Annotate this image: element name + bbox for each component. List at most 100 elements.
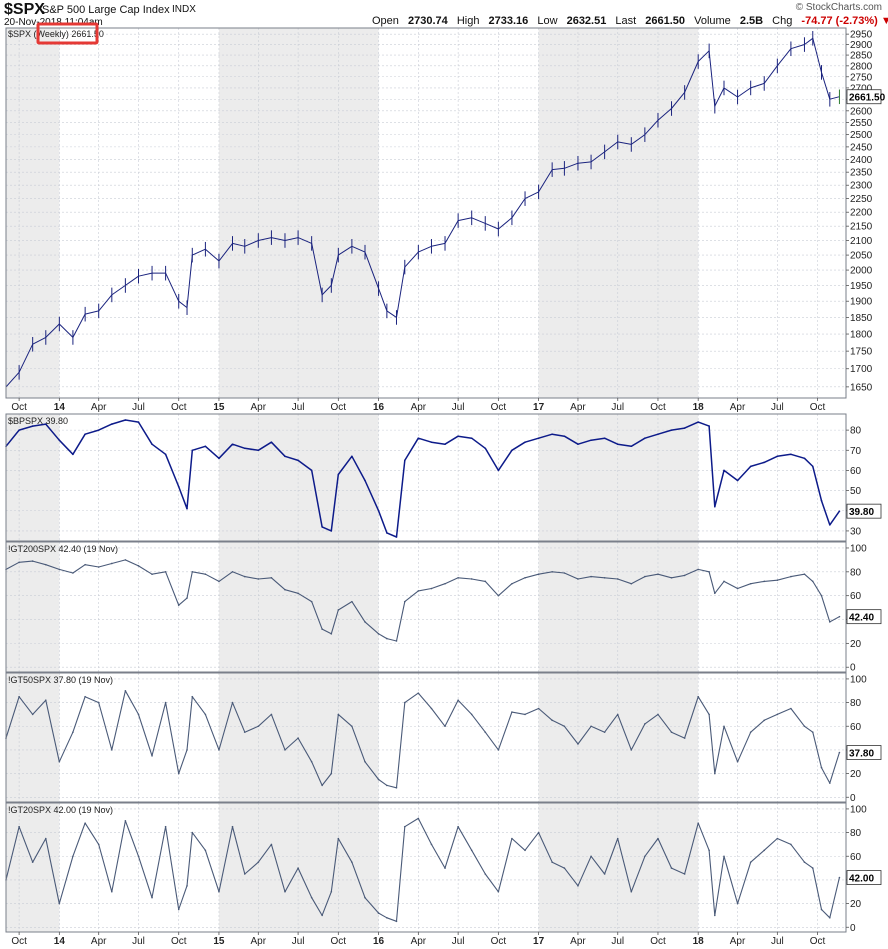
bp-point	[395, 536, 398, 538]
bp-point	[310, 469, 313, 472]
y-tick-label: 2150	[850, 222, 873, 233]
bp-point	[616, 443, 619, 446]
gt200-point	[577, 578, 579, 580]
last-value-label: 37.80	[849, 749, 874, 760]
gt20-point	[204, 849, 207, 852]
gt50-point	[736, 760, 739, 763]
gt20-point	[697, 822, 700, 824]
gt20-point	[603, 873, 606, 875]
gt200-point	[297, 592, 299, 595]
gt20-point	[524, 849, 526, 852]
panel-titles: $SPX (Weekly) 2661.50 $BPSPX 39.80 !GT200S…	[8, 22, 118, 815]
gt50-point	[616, 713, 619, 716]
y-tick-label: 2950	[850, 30, 873, 41]
gt50-point	[511, 711, 513, 713]
bp-point	[386, 532, 388, 534]
gt200-point	[111, 562, 113, 565]
gt20-point	[84, 822, 86, 824]
gt200-point	[497, 594, 500, 597]
gt20-point	[58, 902, 61, 905]
y-tick-label: 2250	[850, 194, 873, 205]
gt200-point	[644, 575, 646, 578]
gt20-point	[31, 861, 34, 863]
chart-header: $SPX S&P 500 Large Cap Index INDX 20-Nov…	[0, 0, 888, 30]
gt200-point	[177, 604, 180, 607]
bp-point	[284, 455, 286, 458]
x-tick-label: Jul	[771, 936, 784, 947]
gt200-point	[616, 578, 619, 580]
gt50-point	[337, 713, 340, 716]
gt50-point	[297, 737, 299, 739]
x-tick-label: Jul	[611, 402, 624, 413]
bp-point	[444, 443, 446, 446]
last-value-tag	[846, 609, 882, 625]
gt20-point	[395, 920, 398, 923]
panel-background	[6, 803, 846, 932]
y-tick-label: 2500	[850, 130, 873, 141]
gt50-point	[524, 713, 526, 716]
gt20-point	[657, 837, 659, 840]
x-tick-label: Jul	[132, 402, 145, 413]
gt200-point	[417, 590, 420, 592]
gt50-point	[714, 772, 716, 775]
gt50-point	[84, 695, 86, 698]
bp-point	[829, 524, 831, 526]
y-axes: 1650170017501800185019001950200020502100…	[846, 30, 886, 934]
gt200-point	[84, 563, 86, 566]
panel-background	[6, 542, 846, 672]
bp-point	[72, 453, 74, 456]
bp-point	[497, 469, 500, 472]
panel-frames	[5, 27, 847, 933]
year-shade	[218, 414, 379, 541]
panel-frame	[5, 541, 847, 673]
bp-point	[321, 526, 323, 528]
symbol-label[interactable]: $SPX	[4, 1, 45, 18]
gt20-point	[577, 885, 579, 887]
gt200-point	[337, 609, 340, 611]
highlight-box-weekly	[36, 22, 99, 45]
gt200-point	[330, 633, 333, 635]
year-shade	[6, 414, 60, 541]
gt20-point	[708, 849, 710, 852]
bp-point	[763, 461, 766, 464]
x-tick-label: Apr	[91, 402, 107, 413]
bp-point	[351, 455, 353, 458]
y-tick-label: 80	[850, 828, 862, 839]
x-tick-label: Jul	[771, 402, 784, 413]
gt50-point	[697, 695, 700, 698]
bp-point	[603, 437, 606, 439]
bp-point	[330, 530, 333, 532]
year-shade	[6, 542, 60, 672]
year-shade	[538, 673, 699, 802]
x-tick-label: 15	[213, 402, 225, 413]
y-tick-label: 1650	[850, 382, 873, 393]
gt200-point	[137, 565, 140, 567]
gt50-point	[444, 725, 446, 728]
gt200-point	[484, 580, 487, 583]
bp-point	[537, 437, 540, 439]
bp-point	[231, 443, 234, 446]
gt50-point	[124, 689, 127, 692]
bp-point	[484, 447, 487, 450]
gt50-point	[58, 760, 61, 763]
gt200-point	[151, 573, 153, 576]
gt200-point	[763, 580, 766, 583]
gt200-point	[321, 628, 323, 630]
bp-point	[417, 437, 420, 439]
x-tick-label: Oct	[810, 936, 826, 947]
y-tick-label: 2050	[850, 251, 873, 262]
year-shade	[538, 542, 699, 672]
bp-point	[736, 479, 739, 482]
gt20-point	[811, 867, 814, 869]
gt50-point	[763, 719, 766, 722]
bp-point	[124, 419, 127, 421]
y-tick-label: 80	[850, 426, 862, 437]
gt50-point	[395, 786, 398, 789]
gt20-point	[186, 885, 188, 887]
gt50-point	[829, 782, 831, 784]
gt50-point	[803, 725, 806, 728]
y-tick-label: 2550	[850, 118, 873, 129]
gt200-point	[683, 574, 686, 577]
x-tick-label: Apr	[411, 402, 427, 413]
